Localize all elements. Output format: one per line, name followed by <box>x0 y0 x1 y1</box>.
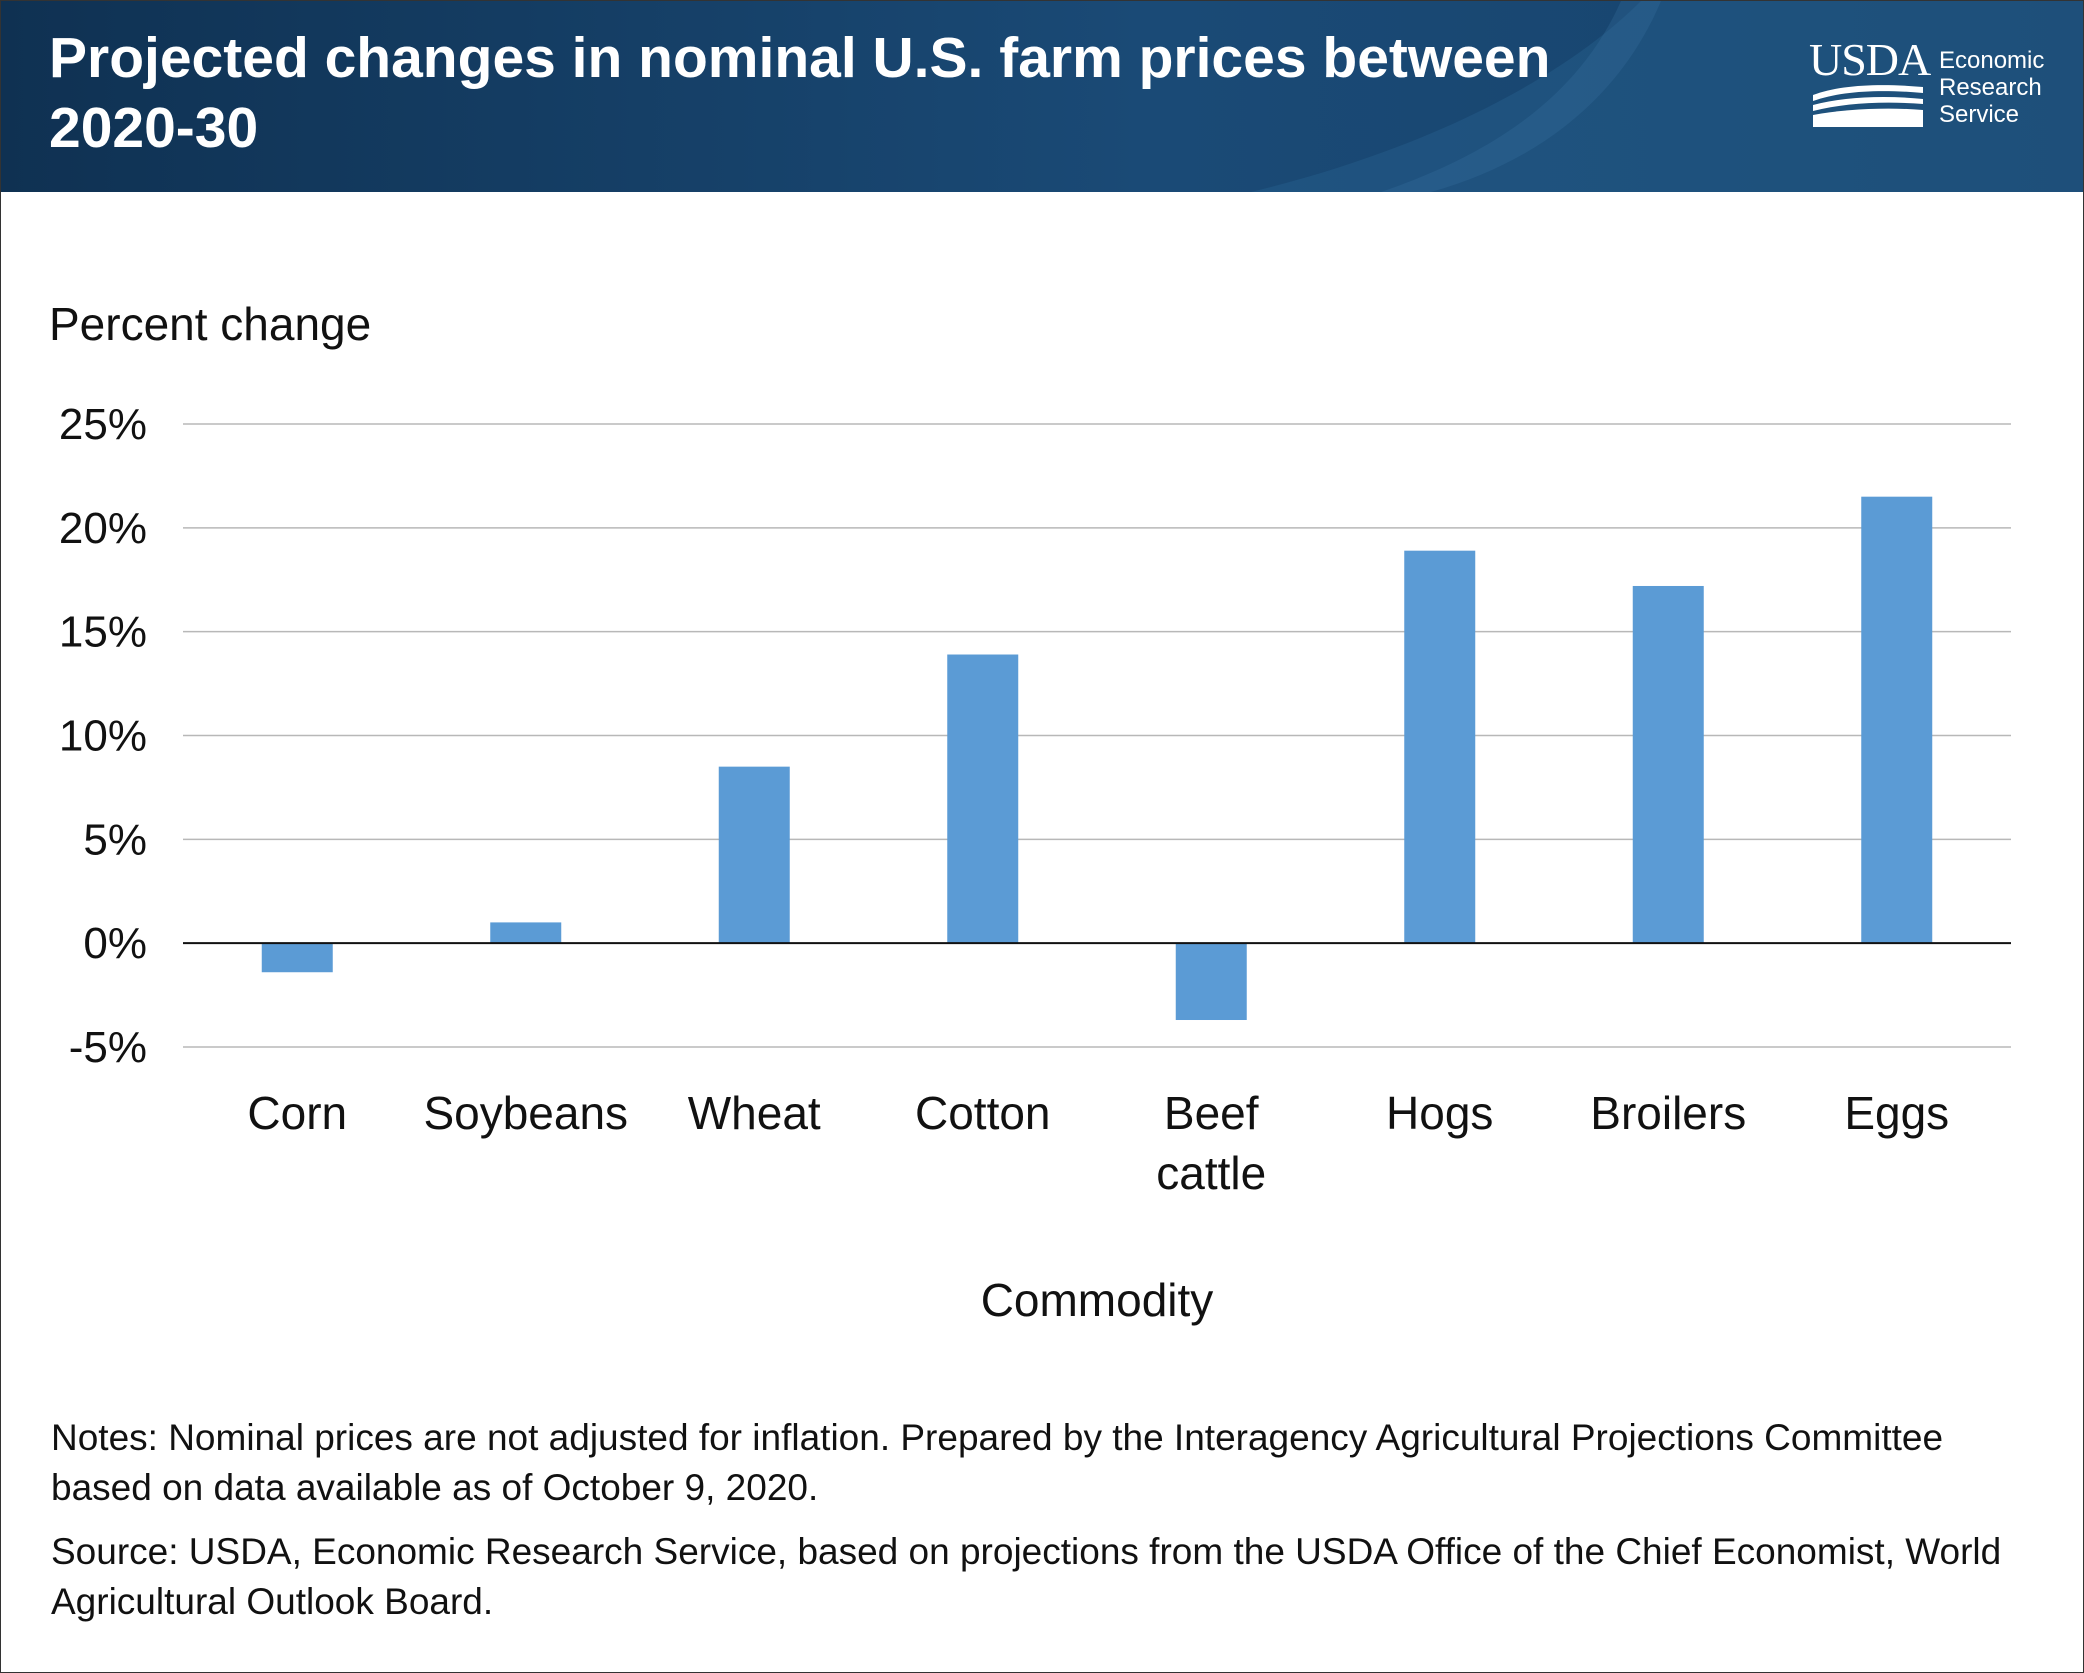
title-banner: Projected changes in nominal U.S. farm p… <box>1 1 2083 192</box>
x-tick-label: Corn <box>247 1087 347 1139</box>
y-axis-label: Percent change <box>49 298 371 350</box>
bar-eggs <box>1861 496 1933 944</box>
notes-text: Notes: Nominal prices are not adjusted f… <box>51 1417 1944 1508</box>
x-tick-label: cattle <box>1156 1147 1266 1199</box>
bar-broilers <box>1632 585 1704 944</box>
ers-line-2: Research <box>1939 74 2042 101</box>
x-tick-label: Beef <box>1164 1087 1259 1139</box>
x-tick-label: Broilers <box>1590 1087 1746 1139</box>
ers-line-1: Economic <box>1939 47 2045 74</box>
bar-corn <box>261 943 333 973</box>
bar-chart: Percent change 25% 20% 15% 10% 5% 0% -5% Corn Soy… <box>49 298 2011 1326</box>
x-tick-label: Cotton <box>915 1087 1051 1139</box>
banner-background <box>1 1 2083 192</box>
source-text: Source: USDA, Economic Research Service,… <box>51 1531 2002 1622</box>
bar-wheat <box>718 766 790 944</box>
x-axis-label: Commodity <box>981 1274 1214 1326</box>
y-tick-label: 5% <box>83 815 147 864</box>
chart-title: Projected changes in nominal U.S. farm p… <box>49 26 1551 160</box>
y-tick-label: 0% <box>83 919 147 968</box>
y-tick-label: -5% <box>69 1023 147 1072</box>
usda-logo-icon <box>1813 85 1923 127</box>
x-tick-label: Soybeans <box>423 1087 628 1139</box>
notes-block: Notes: Nominal prices are not adjusted f… <box>51 1413 2041 1641</box>
x-tick-label: Hogs <box>1386 1087 1493 1139</box>
y-tick-label: 15% <box>59 608 147 657</box>
x-tick-label: Wheat <box>688 1087 821 1139</box>
usda-ers-logo: USDA Economic Research Service <box>1809 35 2059 131</box>
y-tick-label: 20% <box>59 504 147 553</box>
bar-cotton <box>947 654 1019 944</box>
usda-wordmark: USDA <box>1809 34 1931 85</box>
ers-line-3: Service <box>1939 101 2020 128</box>
bar-soybeans <box>490 922 562 944</box>
x-tick-label: Eggs <box>1844 1087 1949 1139</box>
ers-name: Economic Research Service <box>1939 47 2069 128</box>
y-tick-label: 25% <box>59 400 147 449</box>
y-tick-label: 10% <box>59 712 147 761</box>
bar-beef-cattle <box>1175 943 1247 1021</box>
bar-hogs <box>1404 550 1476 944</box>
